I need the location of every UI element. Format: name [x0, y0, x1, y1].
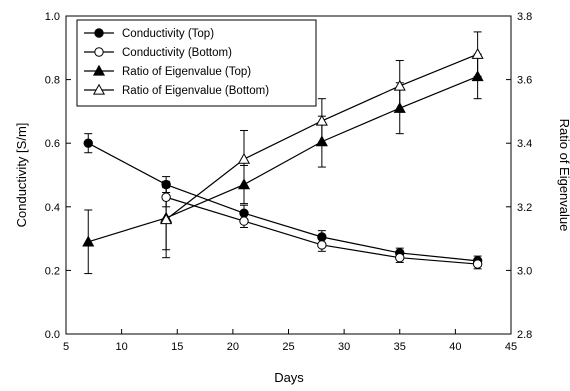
series-line	[87, 142, 478, 262]
data-point	[239, 208, 249, 218]
data-point	[472, 259, 483, 269]
x-tick-label: 30	[338, 341, 350, 353]
legend-box	[76, 19, 317, 107]
y2-tick-label: 2.8	[517, 329, 532, 341]
data-point	[315, 135, 328, 147]
y-tick-label: 0.4	[45, 202, 60, 214]
legend-marker	[92, 64, 106, 76]
x-tick-label: 5	[63, 341, 69, 353]
y2-tick-label: 3.8	[517, 11, 532, 23]
data-point	[393, 79, 406, 91]
y2-tick-label: 3.4	[517, 138, 532, 150]
legend-marker	[94, 28, 104, 38]
data-point	[161, 192, 171, 202]
data-point	[317, 232, 327, 242]
data-point	[83, 138, 93, 148]
data-point	[393, 101, 406, 113]
data-point	[471, 47, 484, 59]
x-tick-label: 35	[394, 341, 406, 353]
x-tick-label: 10	[116, 341, 128, 353]
data-point	[237, 178, 251, 190]
legend-label: Ratio of Eigenvalue (Bottom)	[122, 85, 269, 97]
y-tick-label: 0.6	[45, 138, 60, 150]
x-tick-label: 40	[449, 341, 461, 353]
data-point	[317, 240, 327, 250]
legend: Conductivity (Top) Conductivity (Bottom) R…	[76, 19, 317, 107]
y2-tick-label: 3.0	[517, 265, 532, 277]
data-point	[82, 235, 95, 247]
y-tick-label: 0.0	[45, 329, 60, 341]
y-tick-label: 0.8	[45, 75, 60, 87]
x-axis-title: Days	[274, 370, 304, 385]
data-point	[315, 114, 328, 126]
legend-label: Conductivity (Bottom)	[122, 47, 232, 59]
x-tick-label: 20	[227, 341, 239, 353]
x-tick-label: 45	[505, 341, 517, 353]
data-point	[395, 252, 405, 263]
legend-marker	[92, 83, 106, 95]
y2-axis-title: Ratio of Eigenvalue	[557, 119, 570, 232]
x-tick-label: 25	[282, 341, 294, 353]
data-point	[471, 70, 484, 82]
y-tick-label: 1.0	[45, 11, 60, 23]
x-tick-label: 15	[171, 341, 183, 353]
legend-label: Ratio of Eigenvalue (Top)	[122, 66, 251, 78]
y-axis-title: Conductivity [S/m]	[14, 123, 29, 228]
y2-tick-label: 3.2	[517, 202, 532, 214]
data-point	[239, 216, 249, 226]
data-point	[237, 152, 251, 164]
y-tick-label: 0.2	[45, 265, 60, 277]
data-point	[160, 213, 173, 225]
y2-tick-label: 3.6	[517, 75, 532, 87]
series-line	[88, 75, 478, 243]
legend-marker	[94, 47, 104, 57]
legend-label: Conductivity (Top)	[122, 28, 214, 40]
data-point	[161, 179, 171, 190]
